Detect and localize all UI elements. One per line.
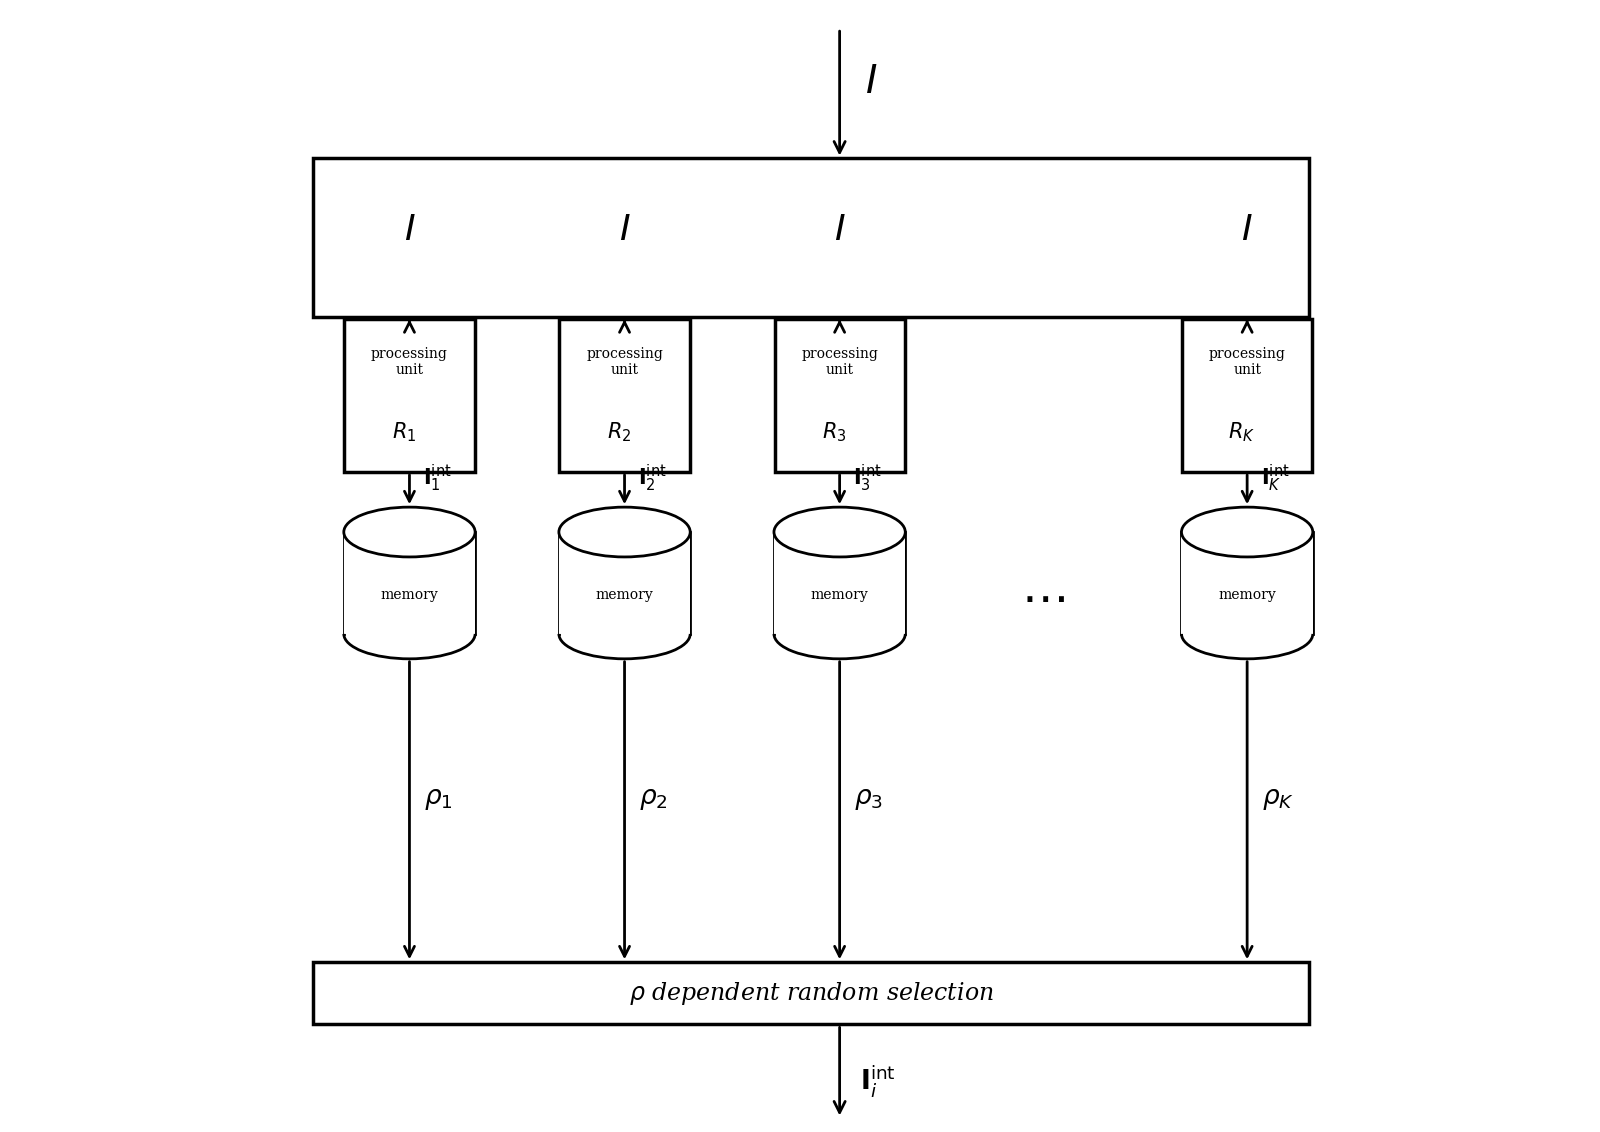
Bar [314,158,1309,317]
Bar [314,962,1309,1024]
Ellipse shape [774,507,906,557]
Text: $I$: $I$ [1242,213,1253,247]
Bar [1182,319,1312,472]
Text: $R_{3}$: $R_{3}$ [822,420,846,444]
Text: memory: memory [381,589,438,602]
Text: $I$: $I$ [619,213,630,247]
Text: $\mathbf{I}_{2}^{\mathrm{int}}$: $\mathbf{I}_{2}^{\mathrm{int}}$ [638,463,667,494]
Text: $\mathbf{I}_{1}^{\mathrm{int}}$: $\mathbf{I}_{1}^{\mathrm{int}}$ [422,463,451,494]
Text: memory: memory [811,589,869,602]
Polygon shape [558,532,690,634]
Text: $I$: $I$ [403,213,416,247]
Text: $\cdots$: $\cdots$ [1021,577,1066,623]
Text: $\rho_{K}$: $\rho_{K}$ [1262,787,1294,812]
Bar [774,319,904,472]
Text: $\rho_{1}$: $\rho_{1}$ [424,787,453,812]
Text: $R_{2}$: $R_{2}$ [606,420,630,444]
Polygon shape [1181,532,1312,634]
Text: memory: memory [1218,589,1277,602]
Text: $\rho_{3}$: $\rho_{3}$ [854,787,883,812]
Text: $\mathbf{I}_{3}^{\mathrm{int}}$: $\mathbf{I}_{3}^{\mathrm{int}}$ [853,463,882,494]
Bar [560,319,690,472]
Text: processing
unit: processing unit [1208,346,1285,377]
Bar [344,319,475,472]
Text: $R_{1}$: $R_{1}$ [392,420,416,444]
Ellipse shape [558,507,690,557]
Ellipse shape [344,507,475,557]
Text: processing
unit: processing unit [586,346,662,377]
Text: $\mathbf{I}_{i}^{\mathrm{int}}$: $\mathbf{I}_{i}^{\mathrm{int}}$ [859,1063,896,1099]
Text: $I$: $I$ [834,213,845,247]
Polygon shape [774,532,906,634]
Text: $\rho$ dependent random selection: $\rho$ dependent random selection [629,980,994,1006]
Text: $R_{K}$: $R_{K}$ [1227,420,1254,444]
Text: processing
unit: processing unit [371,346,448,377]
Polygon shape [344,532,475,634]
Text: processing
unit: processing unit [802,346,878,377]
Text: memory: memory [595,589,653,602]
Text: $\rho_{2}$: $\rho_{2}$ [640,787,667,812]
Text: $I$: $I$ [864,63,877,101]
Text: $\mathbf{I}_{K}^{\mathrm{int}}$: $\mathbf{I}_{K}^{\mathrm{int}}$ [1261,463,1290,494]
Ellipse shape [1181,507,1312,557]
